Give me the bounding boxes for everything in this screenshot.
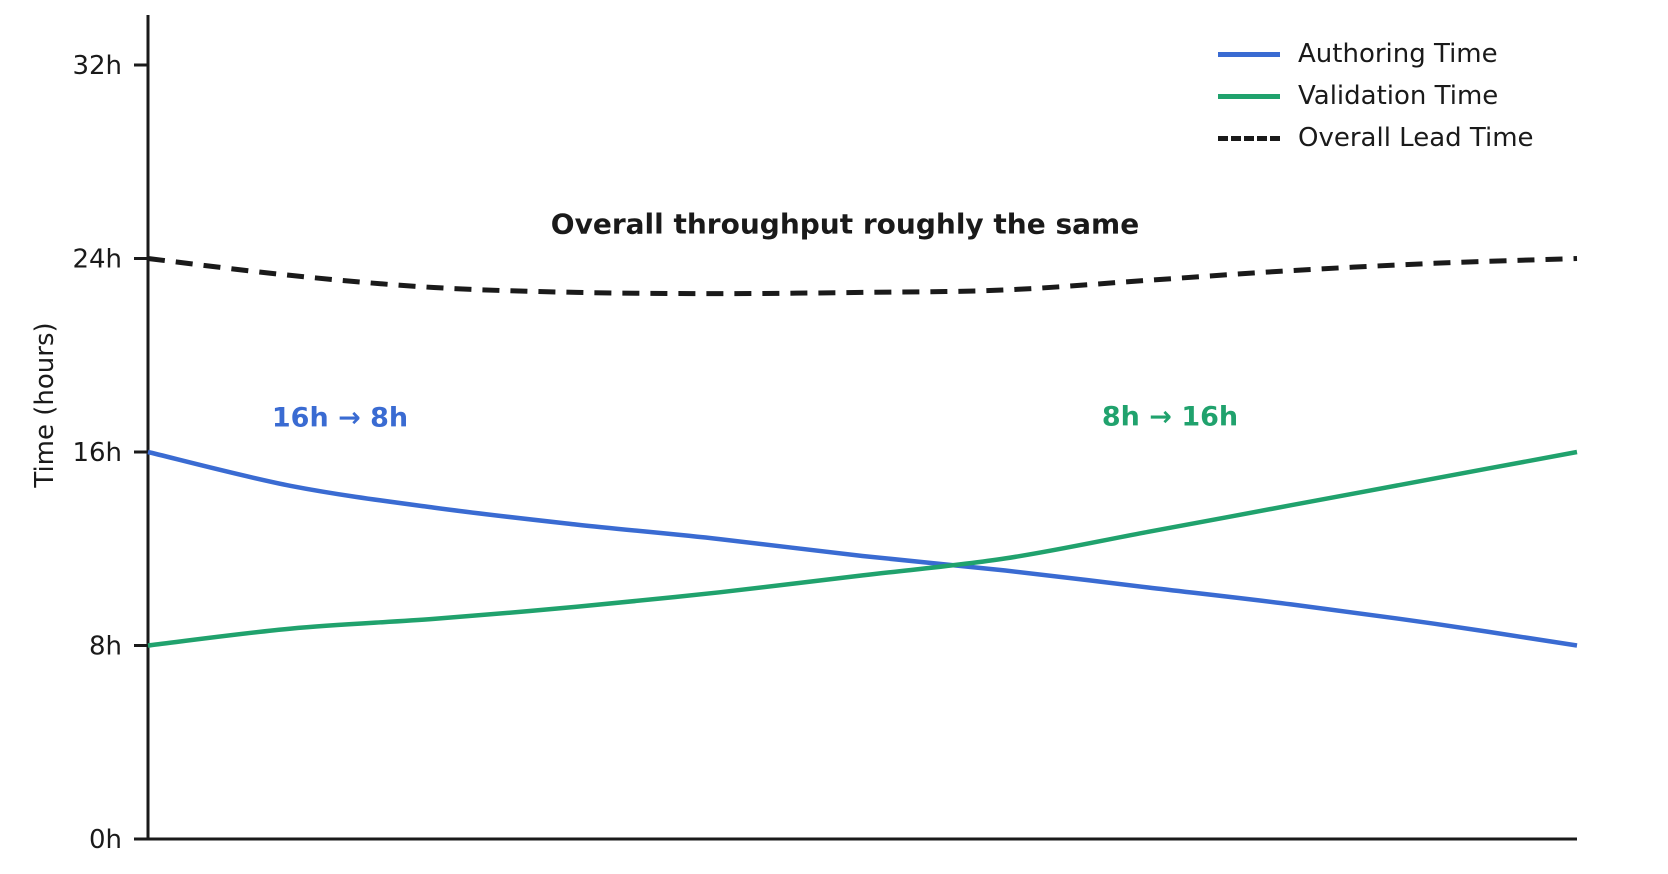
legend-label-validation: Validation Time: [1298, 81, 1499, 111]
series-line-authoring-time: [147, 449, 1578, 648]
y-tick-label: 8h: [89, 632, 122, 662]
y-tick-label: 0h: [89, 825, 122, 855]
legend-item-authoring: Authoring Time: [1218, 33, 1534, 75]
legend-item-validation: Validation Time: [1218, 75, 1534, 117]
y-tick-label: 32h: [72, 51, 122, 81]
legend-label-lead-time: Overall Lead Time: [1298, 123, 1534, 153]
series-line-validation-time: [147, 449, 1578, 648]
authoring-line-swatch: [1218, 51, 1280, 57]
legend: Authoring Time Validation Time Overall L…: [1218, 33, 1534, 159]
y-tick-label: 16h: [72, 438, 122, 468]
annotation-validation-change: 8h → 16h: [1101, 401, 1239, 433]
series-line-overall-lead-time: [147, 256, 1578, 297]
validation-line-swatch: [1218, 93, 1280, 99]
legend-label-authoring: Authoring Time: [1298, 39, 1498, 69]
lead-time-line-swatch: [1218, 135, 1280, 141]
y-axis-title: Time (hours): [30, 322, 60, 488]
y-tick-label: 24h: [72, 245, 122, 275]
legend-item-lead-time: Overall Lead Time: [1218, 117, 1534, 159]
annotation-throughput: Overall throughput roughly the same: [550, 207, 1140, 241]
annotation-authoring-change: 16h → 8h: [271, 402, 409, 434]
